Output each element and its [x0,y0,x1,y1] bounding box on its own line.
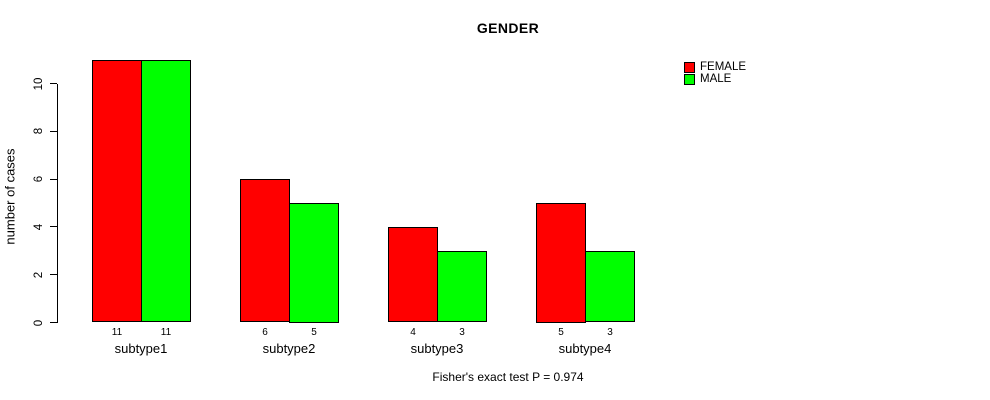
bar-value-label: 3 [459,327,465,338]
category-label: subtype4 [558,340,612,356]
legend-label: MALE [700,73,732,85]
y-axis-title: number of cases [2,148,18,245]
bar-male-subtype1 [141,59,191,323]
y-axis-line [57,84,58,323]
bar-female-subtype3 [388,226,438,323]
bar-value-label: 3 [607,327,613,338]
y-tick-mark [50,178,57,180]
y-tick-label: 6 [33,175,45,183]
y-tick-label: 4 [33,223,45,231]
category-label: subtype1 [114,340,168,356]
legend-swatch-female [684,62,695,73]
y-tick-label: 2 [33,271,45,278]
legend-label: FEMALE [700,61,747,73]
category-label: subtype3 [410,340,464,356]
bar-male-subtype2 [289,203,339,323]
bar-male-subtype4 [585,250,635,323]
y-tick-mark [50,322,57,323]
y-tick-mark [50,274,57,276]
legend: FEMALE MALE [684,61,747,85]
bar-value-label: 5 [558,327,564,338]
y-tick-label: 8 [33,128,45,135]
bar-female-subtype1 [92,59,142,323]
legend-item: MALE [684,73,746,85]
y-tick-label: 0 [33,319,45,326]
y-tick-mark [50,130,57,132]
bar-value-label: 5 [311,327,317,338]
y-tick-mark [50,83,57,84]
bar-value-label: 11 [111,327,123,338]
bar-value-label: 6 [262,327,268,338]
chart-title: GENDER [476,20,540,36]
y-tick-label: 10 [33,77,45,90]
bar-female-subtype4 [536,203,586,323]
y-tick-mark [50,226,57,228]
category-label: subtype2 [262,340,316,356]
bar-value-label: 11 [160,327,172,338]
legend-item: FEMALE [684,61,747,73]
bar-female-subtype2 [240,179,290,323]
legend-swatch-male [684,74,695,85]
bar-male-subtype3 [437,250,487,323]
annotation-fisher-test: Fisher's exact test P = 0.974 [432,370,584,384]
bar-value-label: 4 [410,327,416,338]
